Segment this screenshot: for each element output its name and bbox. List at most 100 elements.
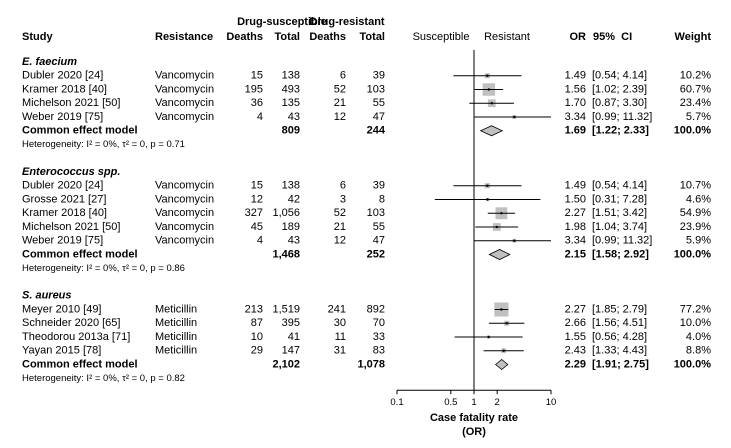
x-tick-label: 0.5: [444, 397, 457, 408]
point-estimate: [486, 74, 489, 77]
weight: 77.2%: [680, 303, 711, 315]
confidence-interval: [1.58; 2.92]: [592, 248, 649, 260]
group-title: E. faecium: [22, 56, 77, 68]
heterogeneity: Heterogeneity: I² = 0%, τ² = 0, p = 0.86: [22, 263, 185, 274]
header: Total: [275, 31, 300, 43]
pooled-name: Common effect model: [22, 125, 138, 137]
point-estimate: [513, 239, 516, 242]
x-tick-label: 2: [495, 397, 500, 408]
odds-ratio: 2.43: [565, 345, 586, 357]
resistance: Vancomycin: [155, 70, 214, 82]
header: Deaths: [226, 31, 263, 43]
weight: 100.0%: [674, 358, 712, 370]
heterogeneity: Heterogeneity: I² = 0%, τ² = 0, p = 0.71: [22, 139, 185, 150]
header: Study: [22, 31, 53, 43]
odds-ratio: 1.98: [565, 221, 586, 233]
dr-total: 55: [373, 221, 385, 233]
confidence-interval: [0.31; 7.28]: [592, 193, 647, 205]
dr-deaths: 52: [334, 83, 346, 95]
ds-deaths: 36: [251, 97, 263, 109]
ds-total: 147: [282, 345, 300, 357]
ds-total: 43: [288, 111, 300, 123]
ds-total: 1,519: [272, 303, 300, 315]
ds-total: 1,056: [272, 207, 300, 219]
dr-total: 39: [373, 180, 385, 192]
dr-total: 103: [367, 207, 385, 219]
dr-deaths: 3: [340, 193, 346, 205]
dr-total: 33: [373, 331, 385, 343]
dr-total: 244: [367, 125, 386, 137]
pooled-diamond: [479, 125, 504, 137]
resistance: Vancomycin: [155, 180, 214, 192]
confidence-interval: [1.22; 2.33]: [592, 125, 649, 137]
confidence-interval: [1.33; 4.43]: [592, 345, 647, 357]
ds-total: 138: [282, 70, 300, 82]
dr-total: 55: [373, 97, 385, 109]
resistance: Vancomycin: [155, 207, 214, 219]
direction-label: Resistant: [484, 31, 530, 43]
header-group: Drug-resistant: [309, 16, 385, 28]
weight: 23.9%: [680, 221, 711, 233]
study-name: Kramer 2018 [40]: [22, 83, 107, 95]
odds-ratio: 1.56: [565, 83, 586, 95]
point-estimate: [502, 349, 505, 352]
x-axis-label: Case fatality rate: [430, 412, 518, 424]
confidence-interval: [0.99; 11.32]: [592, 111, 652, 123]
dr-deaths: 21: [334, 221, 346, 233]
confidence-interval: [0.56; 4.28]: [592, 331, 647, 343]
dr-total: 47: [373, 111, 385, 123]
weight: 5.7%: [686, 111, 711, 123]
point-estimate: [495, 225, 499, 229]
odds-ratio: 3.34: [565, 235, 586, 247]
ds-total: 809: [282, 125, 300, 137]
confidence-interval: [1.51; 3.42]: [592, 207, 647, 219]
dr-deaths: 52: [334, 207, 346, 219]
x-tick-label: 10: [546, 397, 557, 408]
ds-total: 135: [282, 97, 300, 109]
weight: 10.0%: [680, 317, 711, 329]
weight: 10.7%: [680, 180, 711, 192]
ds-deaths: 195: [245, 83, 263, 95]
confidence-interval: [0.54; 4.14]: [592, 70, 647, 82]
x-tick-label: 1: [471, 397, 476, 408]
study-name: Dubler 2020 [24]: [22, 180, 103, 192]
resistance: Meticillin: [155, 317, 197, 329]
dr-total: 47: [373, 235, 385, 247]
resistance: Vancomycin: [155, 97, 214, 109]
ds-total: 493: [282, 83, 300, 95]
study-name: Schneider 2020 [65]: [22, 317, 120, 329]
ds-total: 43: [288, 235, 300, 247]
weight: 4.0%: [686, 331, 711, 343]
study-name: Dubler 2020 [24]: [22, 70, 103, 82]
study-name: Michelson 2021 [50]: [22, 97, 120, 109]
odds-ratio: 1.70: [565, 97, 586, 109]
resistance: Vancomycin: [155, 235, 214, 247]
odds-ratio: 1.49: [565, 70, 586, 82]
confidence-interval: [0.54; 4.14]: [592, 180, 647, 192]
dr-total: 70: [373, 317, 385, 329]
study-name: Meyer 2010 [49]: [22, 303, 102, 315]
confidence-interval: [1.85; 2.79]: [592, 303, 647, 315]
odds-ratio: 2.27: [565, 303, 586, 315]
confidence-interval: [0.87; 3.30]: [592, 97, 647, 109]
weight: 54.9%: [680, 207, 711, 219]
header: OR: [570, 31, 587, 43]
point-estimate: [487, 88, 491, 91]
ds-deaths: 45: [251, 221, 263, 233]
dr-total: 103: [367, 83, 385, 95]
study-name: Grosse 2021 [27]: [22, 193, 106, 205]
ds-deaths: 213: [245, 303, 263, 315]
odds-ratio: 2.66: [565, 317, 586, 329]
dr-total: 8: [379, 193, 385, 205]
dr-total: 252: [367, 248, 385, 260]
resistance: Meticillin: [155, 345, 197, 357]
study-name: Yayan 2015 [78]: [22, 345, 101, 357]
ds-total: 395: [282, 317, 300, 329]
point-estimate: [513, 115, 516, 119]
point-estimate: [500, 308, 503, 311]
ds-deaths: 15: [251, 180, 263, 192]
header: Deaths: [309, 31, 346, 43]
confidence-interval: [1.91; 2.75]: [592, 358, 649, 370]
ds-total: 1,468: [272, 248, 300, 260]
heterogeneity: Heterogeneity: I² = 0%, τ² = 0, p = 0.82: [22, 373, 185, 384]
